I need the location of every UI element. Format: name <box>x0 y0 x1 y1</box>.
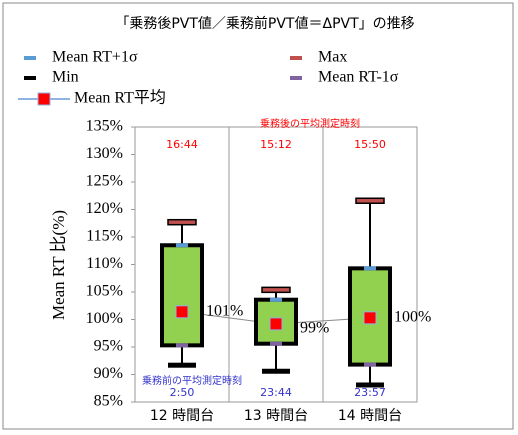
sigma-down-marker <box>364 362 376 367</box>
y-tick-label: 120% <box>86 200 123 217</box>
before-time: 23:44 <box>260 386 292 399</box>
y-tick-label: 110% <box>86 255 123 272</box>
mean-marker <box>363 311 377 325</box>
x-tick-label: 12 時間台 <box>150 408 214 424</box>
sigma-up-marker <box>270 297 282 302</box>
y-axis-title: Mean RT 比(%) <box>49 210 68 320</box>
min-marker <box>168 362 196 368</box>
box <box>160 243 204 348</box>
legend-label: Mean RT-1σ <box>318 69 399 86</box>
max-marker <box>261 286 291 294</box>
mean-value-label: 101% <box>206 302 243 319</box>
x-tick-label: 14 時間台 <box>338 408 402 424</box>
after-time: 15:50 <box>354 138 386 151</box>
y-tick-label: 125% <box>86 173 123 190</box>
y-tick-label: 130% <box>86 145 123 162</box>
y-tick-label: 115% <box>86 228 123 245</box>
sigma-up-marker <box>176 243 188 248</box>
sigma-down-marker <box>176 343 188 348</box>
mean-marker <box>269 317 283 331</box>
legend-label: Mean RT平均 <box>74 89 166 107</box>
before-time: 23:57 <box>354 386 386 399</box>
legend-label: Min <box>52 69 79 86</box>
max-marker <box>355 197 385 204</box>
legend-label: Max <box>318 49 347 66</box>
annotation: 乗務後の平均測定時刻 <box>260 117 360 130</box>
min-marker <box>262 368 290 374</box>
mean-value-label: 99% <box>300 320 329 337</box>
legend-swatch <box>37 92 51 106</box>
mean-value-label: 100% <box>394 309 431 326</box>
chart-frame <box>2 2 514 430</box>
sigma-down-marker <box>270 341 282 346</box>
y-tick-label: 85% <box>94 393 123 410</box>
y-tick-label: 90% <box>94 365 123 382</box>
max-marker <box>167 218 197 226</box>
y-tick-label: 95% <box>94 338 123 355</box>
before-time: 2:50 <box>170 386 195 399</box>
min-marker <box>356 382 384 388</box>
x-tick-label: 13 時間台 <box>244 408 308 424</box>
y-tick-label: 100% <box>86 310 123 327</box>
annotation: 乗務前の平均測定時刻 <box>142 374 242 387</box>
mean-marker <box>175 305 189 319</box>
after-time: 16:44 <box>166 138 198 151</box>
y-tick-label: 105% <box>86 283 123 300</box>
after-time: 15:12 <box>260 138 292 151</box>
y-tick-label: 135% <box>86 118 123 135</box>
legend-label: Mean RT+1σ <box>52 49 138 66</box>
chart-title: 「乗務後PVT値／乗務前PVT値＝ΔPVT」の推移 <box>115 15 414 32</box>
sigma-up-marker <box>364 266 376 271</box>
